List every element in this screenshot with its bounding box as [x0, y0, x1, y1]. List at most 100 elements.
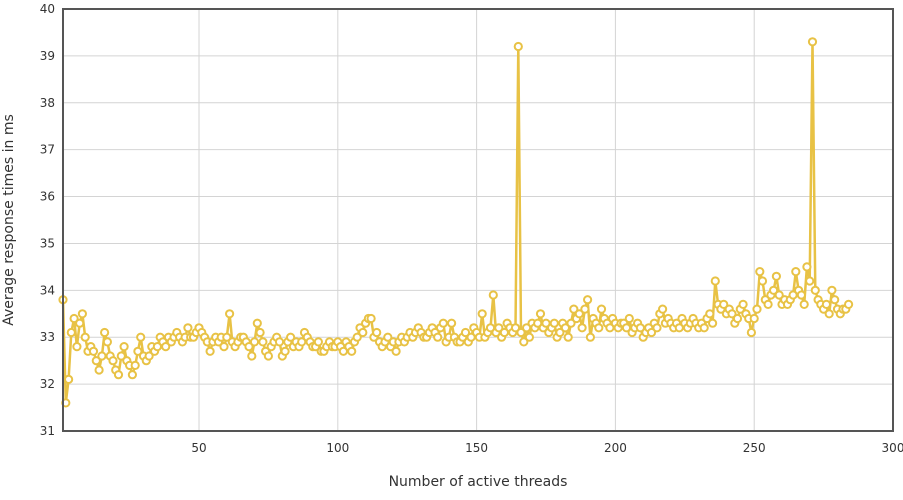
data-point — [219, 342, 229, 352]
x-axis-ticks: 50 100 150 200 250 300 — [191, 441, 903, 455]
data-point — [513, 41, 523, 52]
data-point — [708, 318, 718, 328]
data-point — [108, 356, 118, 366]
data-point — [102, 337, 113, 347]
data-point — [799, 299, 809, 309]
data-point — [247, 351, 257, 361]
data-point — [119, 342, 129, 352]
data-point — [774, 290, 784, 300]
data-point — [519, 337, 529, 347]
data-point — [494, 323, 504, 333]
data-point — [358, 327, 368, 338]
data-point — [100, 327, 110, 338]
data-point — [585, 332, 596, 342]
data-point — [566, 318, 576, 328]
series — [58, 37, 854, 408]
data-point — [574, 309, 584, 319]
data-point — [524, 332, 535, 342]
data-point — [130, 360, 140, 370]
data-point — [433, 332, 443, 342]
x-tick-label: 50 — [191, 441, 206, 455]
data-point — [499, 327, 509, 338]
data-point — [791, 267, 801, 277]
data-point — [338, 346, 348, 356]
data-point — [522, 323, 532, 333]
y-tick-label: 34 — [40, 283, 55, 297]
data-point — [255, 327, 265, 338]
data-point — [788, 290, 798, 300]
data-point — [549, 318, 559, 328]
data-point — [297, 337, 307, 347]
plot-frame — [62, 8, 894, 432]
data-point — [827, 285, 837, 295]
x-tick-label: 150 — [465, 441, 488, 455]
data-point — [796, 290, 807, 300]
data-point — [280, 346, 290, 356]
data-point — [116, 351, 126, 361]
data-point — [752, 304, 762, 314]
data-point — [821, 299, 832, 309]
data-point — [596, 304, 607, 314]
data-point — [605, 323, 615, 333]
data-point — [710, 276, 720, 286]
data-point — [674, 323, 684, 333]
data-point — [594, 323, 604, 333]
data-point — [621, 323, 632, 333]
data-point — [286, 332, 296, 342]
data-point — [535, 309, 546, 319]
data-point — [244, 342, 254, 352]
series-line — [61, 40, 850, 405]
y-tick-label: 32 — [40, 377, 55, 391]
data-point — [485, 323, 496, 333]
data-point — [347, 346, 357, 356]
data-point — [738, 299, 748, 309]
data-point — [352, 332, 362, 342]
x-tick-label: 300 — [882, 441, 903, 455]
data-point — [144, 351, 154, 361]
y-tick-label: 31 — [40, 424, 55, 438]
y-axis-ticks: 31 32 33 34 35 36 37 38 39 40 — [40, 2, 55, 438]
data-point — [769, 285, 779, 295]
data-point — [807, 37, 818, 47]
data-point — [72, 342, 82, 352]
data-point — [732, 313, 743, 324]
data-point — [533, 318, 543, 328]
data-point — [749, 313, 759, 324]
x-tick-label: 250 — [743, 441, 766, 455]
data-point — [802, 262, 812, 272]
y-tick-label: 38 — [40, 96, 55, 110]
data-point — [580, 304, 590, 314]
data-point — [763, 299, 773, 309]
data-point — [183, 323, 193, 333]
data-point — [466, 332, 476, 342]
data-point — [488, 290, 498, 300]
data-point — [258, 337, 268, 347]
data-point — [66, 327, 76, 338]
data-point — [80, 332, 90, 342]
data-point — [383, 332, 393, 342]
data-point — [438, 318, 448, 328]
data-point — [391, 346, 401, 356]
data-point — [263, 351, 273, 361]
data-point — [560, 323, 571, 333]
data-point — [477, 309, 487, 319]
data-point — [583, 295, 593, 305]
data-point — [652, 323, 662, 333]
y-tick-label: 36 — [40, 190, 55, 204]
data-point — [69, 313, 79, 324]
data-point — [646, 327, 657, 338]
data-point — [127, 370, 137, 380]
y-axis-title: Average response times in ms — [1, 114, 17, 326]
data-point — [94, 365, 104, 375]
data-point — [366, 313, 376, 324]
data-point — [249, 337, 260, 347]
data-point — [757, 276, 768, 286]
data-point — [88, 346, 99, 356]
data-point — [755, 267, 765, 277]
x-tick-label: 100 — [326, 441, 349, 455]
data-point — [516, 327, 526, 338]
data-point — [746, 327, 757, 338]
data-point — [252, 318, 262, 328]
data-point — [205, 346, 215, 356]
